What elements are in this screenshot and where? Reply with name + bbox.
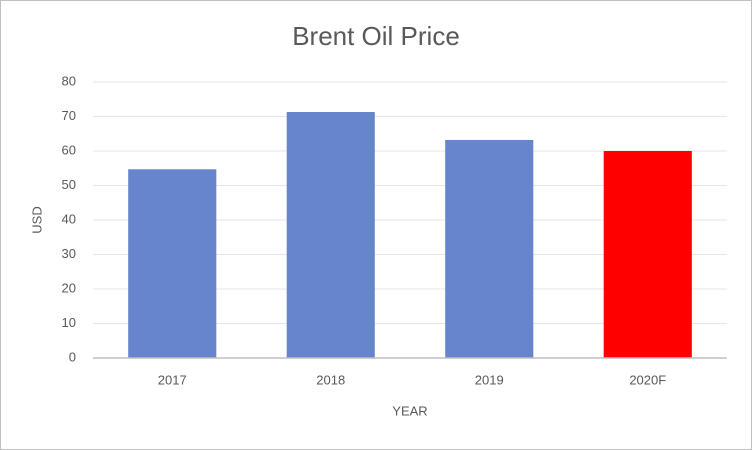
y-tick-label: 80	[62, 73, 76, 88]
x-tick-label: 2017	[158, 372, 187, 387]
y-axis-label: USD	[29, 206, 44, 233]
y-tick-label: 10	[62, 315, 76, 330]
y-tick-label: 40	[62, 211, 76, 226]
bar	[128, 169, 217, 358]
y-tick-label: 70	[62, 108, 76, 123]
y-tick-label: 0	[69, 349, 76, 364]
bar	[445, 139, 534, 358]
bar	[603, 151, 692, 358]
x-tick-label: 2018	[316, 372, 345, 387]
x-tick-label: 2019	[475, 372, 504, 387]
y-tick-label: 20	[62, 280, 76, 295]
chart-title: Brent Oil Price	[292, 21, 460, 51]
y-tick-label: 30	[62, 246, 76, 261]
x-axis-label: YEAR	[392, 403, 427, 418]
y-tick-label: 60	[62, 142, 76, 157]
bar	[286, 112, 375, 358]
y-tick-label: 50	[62, 177, 76, 192]
x-tick-label: 2020F	[629, 372, 666, 387]
